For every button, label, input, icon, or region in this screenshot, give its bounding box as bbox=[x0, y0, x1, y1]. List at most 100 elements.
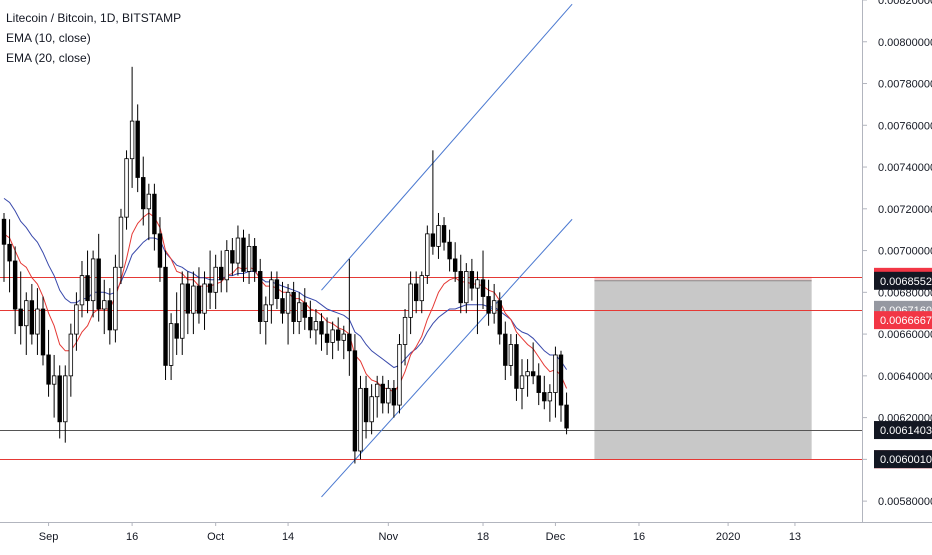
candle bbox=[46, 329, 51, 397]
candle-body bbox=[324, 333, 330, 343]
candle bbox=[258, 258, 263, 335]
candle bbox=[202, 271, 207, 330]
candle bbox=[51, 354, 57, 418]
candle-body bbox=[29, 300, 35, 335]
candle bbox=[85, 250, 90, 314]
candle bbox=[341, 325, 346, 360]
candle-body bbox=[514, 344, 519, 389]
candle bbox=[7, 219, 12, 293]
x-tick-label: Sep bbox=[39, 531, 59, 543]
candle bbox=[252, 238, 257, 282]
candle bbox=[374, 375, 380, 418]
candle-body bbox=[564, 404, 569, 429]
candle bbox=[430, 150, 436, 255]
candle bbox=[241, 229, 246, 282]
candle bbox=[408, 271, 413, 335]
candle bbox=[452, 242, 458, 282]
candle-body bbox=[441, 225, 447, 243]
candle bbox=[191, 271, 196, 335]
candle-body bbox=[458, 271, 463, 304]
candle-body bbox=[124, 158, 129, 218]
candle bbox=[497, 292, 502, 345]
candle-body bbox=[291, 291, 296, 322]
channel-line bbox=[321, 218, 573, 498]
candle bbox=[280, 281, 285, 324]
candle-body bbox=[196, 285, 202, 314]
candle-body bbox=[447, 241, 452, 260]
candle bbox=[480, 250, 486, 310]
candle-body bbox=[491, 300, 497, 314]
candle bbox=[313, 309, 319, 345]
candle-body bbox=[519, 375, 525, 389]
candle bbox=[363, 375, 369, 439]
candle-body bbox=[152, 193, 157, 235]
candle bbox=[347, 258, 352, 376]
candle-body bbox=[202, 283, 207, 314]
candle-body bbox=[430, 233, 436, 247]
candle bbox=[519, 359, 525, 410]
candle-body bbox=[341, 333, 346, 341]
candle bbox=[464, 263, 469, 314]
y-tick-label: 0.00800000 bbox=[878, 37, 932, 49]
horizontal-lines bbox=[0, 277, 862, 460]
candle bbox=[308, 300, 313, 339]
candle bbox=[397, 334, 402, 414]
candle bbox=[380, 375, 385, 414]
price-badge-bg bbox=[874, 271, 932, 290]
candle bbox=[297, 292, 302, 335]
y-tick-label: 0.00720000 bbox=[878, 204, 932, 216]
candle-body bbox=[7, 243, 12, 262]
candle bbox=[118, 208, 124, 284]
candle-body bbox=[12, 260, 18, 310]
candle bbox=[129, 66, 135, 188]
candle bbox=[302, 288, 307, 330]
candle-body bbox=[18, 308, 23, 327]
candle bbox=[508, 334, 514, 376]
candle-body bbox=[553, 354, 558, 393]
candle-body bbox=[263, 304, 268, 322]
candle bbox=[458, 254, 463, 314]
candle-body bbox=[347, 333, 352, 352]
candle bbox=[358, 375, 363, 460]
price-badge-label: 0.00600109 bbox=[880, 454, 932, 466]
candle bbox=[235, 225, 241, 276]
candle bbox=[486, 279, 491, 326]
candle-body bbox=[252, 245, 257, 272]
y-tick-label: 0.00740000 bbox=[878, 162, 932, 174]
candle bbox=[491, 283, 497, 324]
y-tick-label: 0.00780000 bbox=[878, 79, 932, 91]
x-tick-label: 18 bbox=[477, 531, 489, 543]
candle-body bbox=[51, 375, 57, 385]
candle bbox=[157, 217, 163, 282]
candle bbox=[469, 258, 475, 301]
candle-body bbox=[24, 300, 29, 327]
legend-ema-10: EMA (10, close) bbox=[6, 31, 91, 45]
candle bbox=[542, 375, 547, 410]
candle-body bbox=[413, 283, 419, 302]
candle bbox=[269, 271, 274, 324]
candle-body bbox=[191, 285, 196, 314]
candle-body bbox=[274, 279, 280, 299]
candle bbox=[96, 233, 101, 322]
candle-body bbox=[369, 396, 374, 423]
price-badge-label: 0.00614035 bbox=[880, 425, 932, 437]
candle bbox=[335, 317, 341, 351]
candle bbox=[419, 271, 424, 314]
candle bbox=[324, 317, 330, 355]
candle-body bbox=[35, 308, 40, 335]
candle bbox=[503, 321, 508, 381]
candle bbox=[1, 212, 7, 282]
candle-body bbox=[163, 266, 168, 366]
candle-body bbox=[297, 302, 302, 322]
candle-body bbox=[90, 258, 96, 302]
candle bbox=[475, 271, 480, 335]
candle bbox=[29, 283, 35, 345]
y-tick-label: 0.00640000 bbox=[878, 371, 932, 383]
candle-body bbox=[180, 283, 185, 339]
x-tick-label: Nov bbox=[379, 531, 399, 543]
candle-body bbox=[258, 271, 263, 322]
